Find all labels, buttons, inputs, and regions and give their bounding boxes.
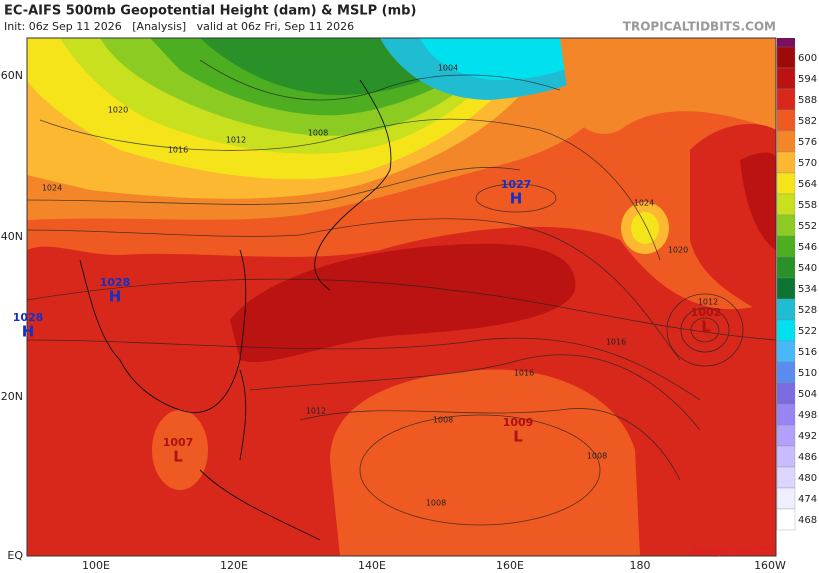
colorbar-swatch bbox=[776, 88, 796, 111]
colorbar-swatch bbox=[776, 109, 796, 132]
colorbar-swatch bbox=[776, 382, 796, 405]
colorbar-label: 492 bbox=[798, 431, 817, 442]
colorbar-label: 468 bbox=[798, 515, 817, 526]
colorbar-label: 522 bbox=[798, 326, 817, 337]
isobar-label: 1012 bbox=[306, 407, 326, 416]
center-symbol: H bbox=[109, 288, 122, 306]
isobar-label: 1012 bbox=[698, 298, 718, 307]
isobar-label: 1016 bbox=[514, 369, 534, 378]
lon-label: 120E bbox=[220, 559, 248, 572]
colorbar-swatch bbox=[776, 67, 796, 90]
isobar-label: 1008 bbox=[433, 416, 453, 425]
site-credit: TROPICALTIDBITS.COM bbox=[623, 20, 776, 34]
colorbar-label: 498 bbox=[798, 410, 817, 421]
colorbar-label: 534 bbox=[798, 284, 817, 295]
watermark: NangMua.VN bbox=[692, 544, 772, 557]
lon-label: 140E bbox=[358, 559, 386, 572]
lat-label: EQ bbox=[7, 549, 23, 562]
colorbar-swatch bbox=[776, 46, 796, 69]
lat-label: 20N bbox=[1, 390, 23, 403]
colorbar-swatch bbox=[776, 466, 796, 489]
colorbar-label: 582 bbox=[798, 116, 817, 127]
colorbar-label: 540 bbox=[798, 263, 817, 274]
colorbar-label: 474 bbox=[798, 494, 817, 505]
colorbar-swatch bbox=[776, 130, 796, 153]
isobar-label: 1008 bbox=[587, 452, 607, 461]
colorbar-label: 588 bbox=[798, 95, 817, 106]
colorbar-swatch bbox=[776, 214, 796, 237]
isobar-label: 1016 bbox=[606, 338, 626, 347]
colorbar-swatch bbox=[776, 235, 796, 258]
lat-label: 60N bbox=[1, 69, 23, 82]
colorbar-swatch bbox=[776, 361, 796, 384]
isobar-label: 1024 bbox=[42, 184, 62, 193]
colorbar-swatch bbox=[776, 508, 796, 531]
colorbar-label: 480 bbox=[798, 473, 817, 484]
center-pressure: 1002 bbox=[691, 306, 722, 319]
colorbar-swatch bbox=[776, 256, 796, 279]
isobar-label: 1008 bbox=[308, 129, 328, 138]
colorbar-swatch bbox=[776, 487, 796, 510]
lat-label: 40N bbox=[1, 230, 23, 243]
colorbar-label: 510 bbox=[798, 368, 817, 379]
colorbar-label: 504 bbox=[798, 389, 817, 400]
colorbar-swatch bbox=[776, 319, 796, 342]
center-pressure: 1027 bbox=[501, 178, 532, 191]
colorbar-label: 570 bbox=[798, 158, 817, 169]
center-symbol: H bbox=[510, 190, 523, 208]
lon-label: 180 bbox=[630, 559, 651, 572]
isobar-label: 1024 bbox=[634, 199, 654, 208]
colorbar-swatch bbox=[776, 445, 796, 468]
isobar-label: 1020 bbox=[108, 106, 128, 115]
colorbar-top bbox=[777, 38, 795, 47]
colorbar-swatch bbox=[776, 277, 796, 300]
isobar-label: 1008 bbox=[426, 499, 446, 508]
colorbar-swatch bbox=[776, 151, 796, 174]
center-symbol: L bbox=[701, 318, 711, 336]
colorbar-label: 558 bbox=[798, 200, 817, 211]
isobar-label: 1020 bbox=[668, 246, 688, 255]
lon-label: 100E bbox=[82, 559, 110, 572]
subtitle: Init: 06z Sep 11 2026 [Analysis] valid a… bbox=[4, 20, 354, 33]
colorbar-label: 486 bbox=[798, 452, 817, 463]
isobar-label: 1004 bbox=[438, 64, 458, 73]
isobar-label: 1016 bbox=[168, 146, 188, 155]
colorbar-swatch bbox=[776, 424, 796, 447]
isobar-label: 1012 bbox=[226, 136, 246, 145]
colorbar-label: 552 bbox=[798, 221, 817, 232]
center-pressure: 1009 bbox=[503, 416, 534, 429]
lon-label: 160E bbox=[496, 559, 524, 572]
center-pressure: 1028 bbox=[13, 311, 44, 324]
colorbar-label: 516 bbox=[798, 347, 817, 358]
colorbar-label: 594 bbox=[798, 74, 817, 85]
colorbar-swatch bbox=[776, 298, 796, 321]
center-symbol: L bbox=[513, 428, 523, 446]
colorbar-label: 564 bbox=[798, 179, 817, 190]
colorbar-swatch bbox=[776, 193, 796, 216]
colorbar-label: 546 bbox=[798, 242, 817, 253]
center-pressure: 1028 bbox=[100, 276, 131, 289]
map-frame bbox=[26, 37, 777, 557]
lon-label: 160W bbox=[754, 559, 786, 572]
center-symbol: H bbox=[22, 323, 35, 341]
colorbar-swatch bbox=[776, 403, 796, 426]
colorbar-label: 528 bbox=[798, 305, 817, 316]
title: EC-AIFS 500mb Geopotential Height (dam) … bbox=[4, 4, 416, 19]
map-field bbox=[27, 38, 776, 556]
center-symbol: L bbox=[173, 448, 183, 466]
colorbar-swatch bbox=[776, 172, 796, 195]
center-pressure: 1007 bbox=[163, 436, 194, 449]
colorbar-label: 600 bbox=[798, 53, 817, 64]
colorbar-label: 576 bbox=[798, 137, 817, 148]
colorbar-swatch bbox=[776, 340, 796, 363]
